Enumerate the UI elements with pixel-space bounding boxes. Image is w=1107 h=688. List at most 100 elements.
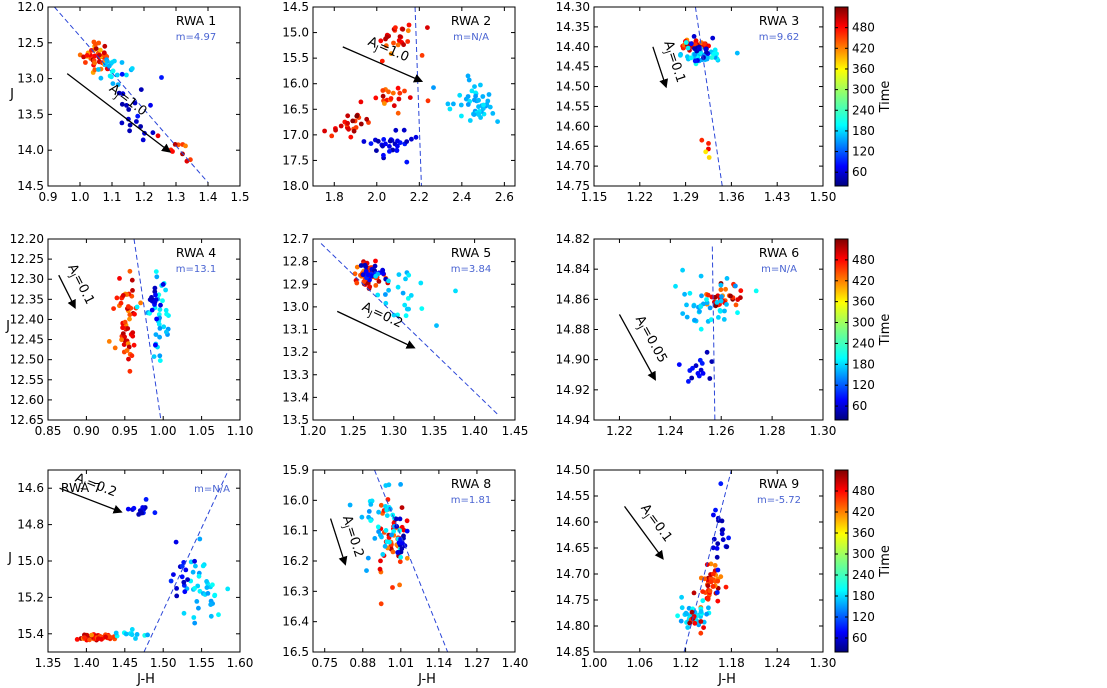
x-tick-label: 1.50 — [150, 656, 177, 670]
colorbar-tick-label: 420 — [852, 505, 875, 519]
data-point — [708, 317, 714, 322]
data-point — [126, 344, 132, 350]
data-point — [333, 127, 338, 133]
y-tick-label: 12.40 — [10, 312, 44, 326]
y-tick-label: 14.85 — [556, 645, 590, 659]
x-tick-label: 1.55 — [188, 656, 215, 670]
colorbar-row1: 60 120 180 240 300 360 420 480 Time — [834, 6, 893, 187]
y-tick-label: 16.0 — [282, 77, 309, 91]
data-point — [125, 506, 131, 512]
data-point — [451, 101, 456, 107]
panel-title: RWA 8 — [451, 476, 491, 491]
data-point — [92, 60, 97, 66]
data-point — [699, 293, 704, 299]
data-point — [700, 589, 706, 594]
y-tick-label: 16.2 — [282, 554, 309, 568]
data-point — [687, 290, 693, 296]
panel-rwa-5: AJ=0.2 1.20 1.25 1.30 1.35 1.40 1.45 12.7 12.8 12… — [282, 232, 528, 438]
data-point — [683, 40, 689, 45]
data-point — [724, 276, 730, 281]
y-tick-label: 14.30 — [556, 0, 590, 14]
data-point — [157, 326, 163, 331]
data-point — [685, 54, 690, 60]
data-point — [153, 342, 158, 348]
x-tick-label: 2.6 — [495, 190, 514, 204]
data-point — [117, 276, 122, 281]
data-point — [721, 317, 727, 322]
data-point — [182, 589, 188, 595]
y-tick-label: 12.65 — [10, 413, 44, 427]
data-point — [129, 632, 135, 638]
x-tick-label: 1.45 — [111, 656, 138, 670]
data-point — [398, 554, 404, 560]
data-point — [684, 314, 690, 320]
scatter-points — [77, 39, 193, 164]
data-point — [127, 128, 132, 134]
data-point — [388, 51, 394, 57]
data-point — [691, 303, 697, 309]
data-point — [372, 536, 378, 541]
data-point — [164, 329, 169, 335]
data-point — [163, 287, 169, 293]
data-point — [210, 582, 215, 588]
data-point — [354, 264, 360, 270]
y-tick-label: 12.9 — [282, 277, 309, 291]
data-point — [375, 524, 381, 530]
data-point — [735, 310, 740, 316]
data-point — [132, 311, 137, 317]
x-tick-label: 1.00 — [150, 424, 177, 438]
data-point — [419, 53, 425, 58]
data-point — [719, 531, 725, 537]
data-point — [204, 579, 210, 584]
data-point — [74, 637, 80, 642]
data-point — [398, 482, 403, 487]
data-point — [157, 358, 163, 363]
data-point — [407, 95, 413, 100]
data-point — [92, 67, 98, 73]
slope-label: m=4.97 — [176, 32, 216, 43]
data-point — [365, 272, 371, 278]
data-point — [156, 321, 162, 327]
arrow-label: AJ=0.1 — [63, 262, 98, 308]
data-point — [478, 82, 483, 88]
data-point — [354, 113, 360, 119]
data-point — [134, 119, 139, 124]
data-point — [115, 82, 121, 87]
y-tick-label: 12.55 — [10, 373, 44, 387]
data-point — [348, 134, 354, 140]
data-point — [685, 45, 691, 51]
colorbar-tick-label: 60 — [852, 399, 867, 413]
y-tick-label: 13.5 — [282, 413, 309, 427]
data-point — [378, 502, 384, 508]
data-point — [680, 311, 686, 316]
panel-title: RWA 5 — [451, 245, 491, 260]
data-point — [185, 577, 191, 582]
data-point — [404, 306, 410, 312]
data-point — [463, 96, 469, 102]
colorbar-tick-label: 240 — [852, 568, 875, 582]
data-point — [123, 631, 129, 637]
data-point — [103, 634, 108, 640]
colorbar-row3: 60 120 180 240 300 360 420 480 Time — [834, 469, 893, 653]
data-point — [118, 300, 124, 306]
data-point — [691, 590, 697, 596]
data-point — [347, 502, 353, 508]
data-point — [692, 620, 698, 626]
data-point — [212, 592, 218, 598]
x-tick-label: 1.0 — [70, 190, 89, 204]
data-point — [700, 598, 706, 604]
data-point — [425, 25, 430, 30]
colorbar-tick-label: 420 — [852, 274, 875, 288]
data-point — [194, 599, 200, 604]
data-point — [722, 308, 727, 314]
colorbar-tick-label: 240 — [852, 103, 875, 117]
extinction-arrow — [652, 46, 669, 89]
data-point — [393, 516, 399, 522]
data-point — [678, 618, 684, 624]
data-point — [431, 85, 436, 90]
panel-title: RWA 2 — [451, 13, 491, 28]
scatter-points — [322, 22, 500, 165]
data-point — [191, 615, 197, 620]
data-point — [126, 107, 132, 112]
